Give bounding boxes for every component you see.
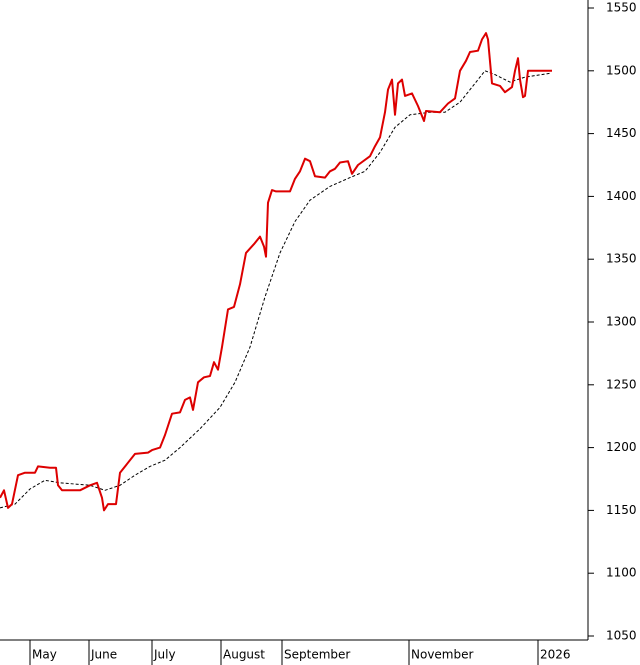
y-tick-label: 1050	[606, 629, 637, 643]
y-tick-label: 1350	[606, 252, 637, 266]
x-tick-label: May	[32, 648, 57, 662]
moving-average-line	[0, 70, 551, 509]
y-tick-label: 1200	[606, 440, 637, 454]
x-tick-label: August	[223, 648, 265, 662]
y-tick-label: 1500	[606, 63, 637, 77]
x-tick-label: 2026	[540, 648, 571, 662]
y-tick-label: 1250	[606, 377, 637, 391]
x-tick-label: November	[411, 648, 473, 662]
y-tick-label: 1450	[606, 126, 637, 140]
price-line	[0, 32, 552, 512]
y-tick-label: 1300	[606, 315, 637, 329]
y-tick-label: 1550	[606, 1, 637, 15]
y-tick-label: 1150	[606, 503, 637, 517]
x-tick-label: July	[153, 648, 176, 662]
x-tick-label: September	[284, 648, 350, 662]
y-tick-label: 1400	[606, 189, 637, 203]
x-tick-label: June	[90, 648, 117, 662]
y-tick-label: 1100	[606, 566, 637, 580]
